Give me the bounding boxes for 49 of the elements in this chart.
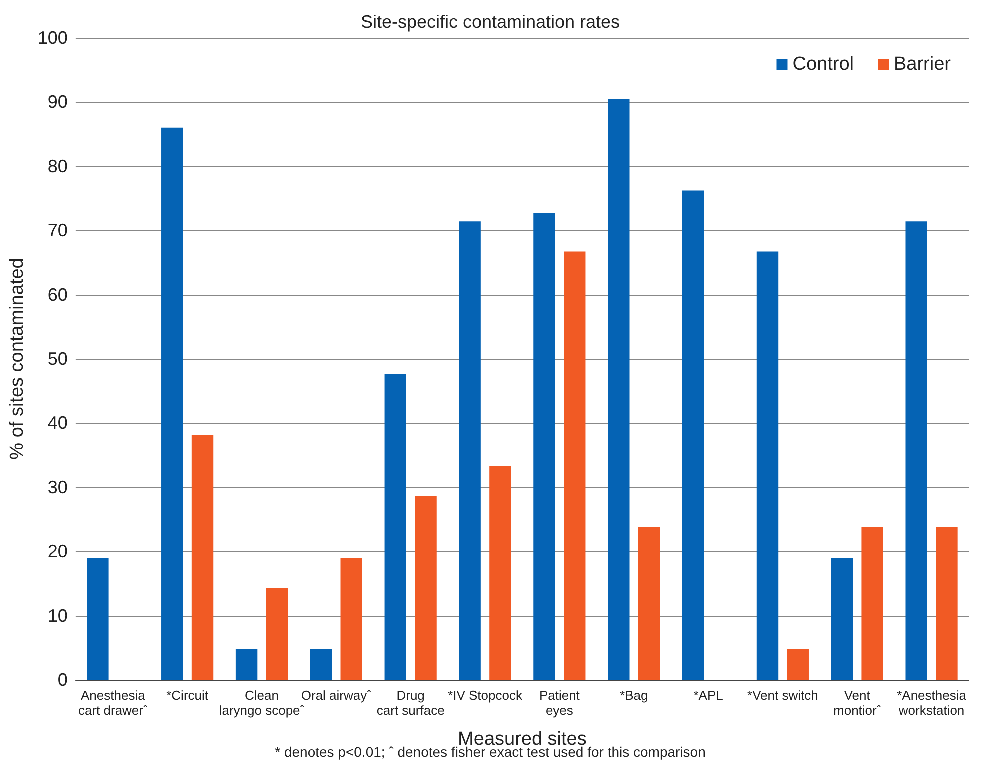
bar	[906, 222, 928, 680]
y-tick-label: 50	[48, 349, 68, 369]
x-tick-label: Vent montiorˆ	[834, 688, 882, 718]
bar	[608, 98, 630, 680]
chart-title: Site-specific contamination rates	[360, 12, 620, 32]
y-tick-label: 80	[48, 156, 68, 176]
bar	[310, 649, 332, 680]
y-tick-label: 70	[48, 220, 68, 241]
bar	[862, 527, 884, 680]
bar	[266, 588, 288, 680]
x-tick-label: Anesthesia cart drawerˆ	[78, 688, 148, 718]
bar	[936, 527, 958, 680]
text: * denotes p<0.01; ˆ denotes fisher exact test used for this comparison	[275, 744, 706, 760]
x-tick-label: *Anesthesia workstation	[897, 688, 968, 718]
bar	[787, 649, 809, 680]
x-tick-label: *APL	[694, 688, 724, 703]
y-tick-label: 10	[48, 606, 68, 626]
x-tick-label: *IV Stopcock	[448, 688, 523, 703]
y-tick-label: 60	[48, 284, 68, 305]
y-tick-label: 0	[58, 670, 68, 690]
bar	[756, 252, 779, 680]
bar	[415, 496, 437, 680]
legend-label: Barrier	[894, 54, 952, 75]
bar	[162, 128, 184, 680]
y-tick-label: 100	[38, 28, 68, 48]
bar	[384, 374, 406, 680]
y-tick-label: 20	[48, 542, 68, 562]
y-tick-label: 90	[48, 92, 68, 112]
bar	[682, 190, 704, 680]
y-tick-label: 30	[48, 477, 68, 498]
bar	[831, 558, 854, 680]
x-tick-label: *Bag	[620, 688, 648, 703]
x-tick-label: Oral airwayˆ	[301, 688, 372, 703]
bar	[534, 213, 556, 680]
legend-label: Control	[792, 54, 854, 75]
bar	[490, 466, 512, 680]
x-tick-label: Drug cart surface	[376, 688, 445, 718]
bar	[87, 558, 109, 680]
bar	[236, 649, 258, 680]
y-tick-label: 40	[48, 413, 68, 434]
bar	[564, 252, 586, 680]
x-tick-label: *Vent switch	[748, 688, 818, 703]
bar	[459, 222, 481, 680]
x-tick-label: Patient eyes	[539, 688, 580, 718]
x-tick-label: *Circuit	[166, 688, 209, 703]
y-axis-title: % of sites contaminated	[7, 258, 28, 460]
bar	[192, 435, 214, 680]
bar	[340, 558, 362, 680]
bar	[638, 527, 660, 680]
